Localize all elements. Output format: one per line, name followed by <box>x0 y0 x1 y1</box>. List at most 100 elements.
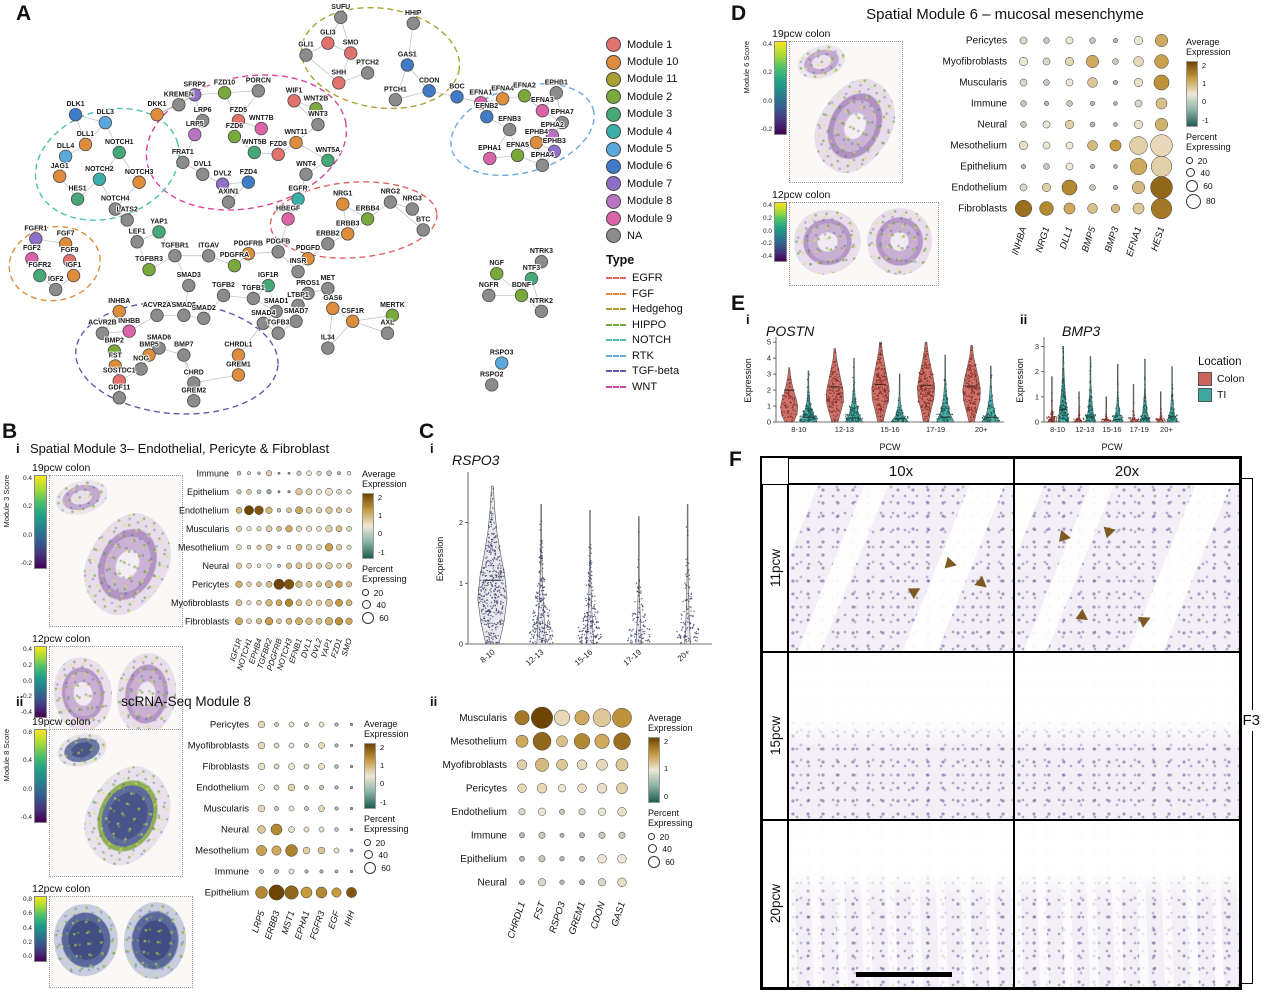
dot-cell <box>305 488 313 496</box>
spatial-image-12pcw-colon <box>49 896 193 988</box>
gene-node <box>152 341 166 355</box>
dotplot-col-label: GREM1 <box>567 901 588 937</box>
panel-c-i-index: i <box>430 441 434 456</box>
colorbar-ticks: 0.4 0.2 0.0 -0.2 <box>754 41 772 133</box>
jitter-points <box>871 342 890 423</box>
gene-label: MERTK <box>380 302 405 309</box>
dot-cell <box>276 526 282 532</box>
gene-label: GREM2 <box>181 387 206 394</box>
dot-cell <box>1113 185 1118 190</box>
expression-colorbar <box>648 736 660 803</box>
y-tick-label: 0 <box>459 640 463 649</box>
module-color-swatch <box>606 193 621 209</box>
y-tick-label: 5 <box>767 338 771 347</box>
legend-module-item: NA <box>606 227 724 244</box>
dot-cell <box>334 722 339 727</box>
colorbar-tick: 0.4 <box>22 757 32 765</box>
gene-label: PORCN <box>246 77 271 84</box>
y-tick-label: 0 <box>767 418 771 427</box>
dot-cell <box>1043 79 1050 86</box>
legend-type-item: NOTCH <box>606 333 724 349</box>
gene-node <box>534 255 549 269</box>
gene-node <box>231 368 246 382</box>
gene-label: EGFR <box>288 186 307 193</box>
dotplot-row-label: Mesothelium <box>195 846 249 857</box>
gene-node <box>112 304 126 319</box>
expression-colorbar <box>364 742 376 809</box>
gene-node <box>321 36 335 50</box>
type-dash-swatch <box>606 385 626 388</box>
dotplot-row-label: Immune <box>471 830 508 841</box>
gene-node <box>344 46 358 60</box>
dot-cell <box>1090 101 1095 106</box>
gene-label: FZD5 <box>230 107 247 114</box>
dot-cell <box>236 544 242 550</box>
dot-cell <box>596 783 608 794</box>
gene-node <box>321 237 335 251</box>
dot-cell <box>519 832 525 839</box>
gene-node <box>400 58 414 72</box>
gene-node <box>33 268 47 283</box>
gene-label: FST <box>109 353 123 360</box>
gene-label: SUFU <box>331 4 350 11</box>
gene-label: WNT4 <box>296 161 316 168</box>
dotplot-col-label: EGF <box>326 909 341 930</box>
dot-cell <box>256 845 267 856</box>
gene-node <box>246 291 261 306</box>
violin-shape-all cells <box>536 504 546 645</box>
expression-colorbar-ticks: 2 1 0 -1 <box>378 492 385 557</box>
dot-cell <box>335 598 343 607</box>
panel-d-label: D <box>731 2 747 25</box>
gene-label: FRAT1 <box>172 149 194 156</box>
module-color-swatch <box>606 37 621 53</box>
percent-size-key: 20 40 60 <box>648 832 714 868</box>
dot-cell <box>305 506 313 514</box>
gene-label: NTF3 <box>523 265 540 272</box>
dot-cell <box>316 581 322 588</box>
gene-label: INHBA <box>108 298 130 305</box>
colorbar-ticks: 0.4 0.2 0.0 -0.2 -0.4 <box>754 202 772 260</box>
dot-cell <box>598 831 606 839</box>
x-tick-label: 15-16 <box>1102 425 1121 434</box>
gene-label: MET <box>321 275 336 282</box>
gene-node <box>227 129 242 144</box>
percent-size-key: 20 40 60 <box>362 588 428 624</box>
dot-cell <box>295 580 303 588</box>
x-tick-label: 8-10 <box>479 647 497 665</box>
module-label: Module 1 <box>627 38 673 51</box>
dot-cell <box>346 507 352 513</box>
histology-image-15pcw-10x <box>788 652 1014 820</box>
gene-node <box>549 86 563 100</box>
gene-node <box>341 227 355 241</box>
gene-label: RSPO3 <box>490 350 514 357</box>
colorbar-tick: 0.0 <box>762 97 772 105</box>
colorbar-tick: 0.4 <box>22 475 32 482</box>
colorbar-tick: 0.2 <box>762 214 772 222</box>
module-color-swatch <box>606 54 621 70</box>
gene-label: GDF11 <box>108 384 130 391</box>
gene-label: FZD6 <box>226 123 243 130</box>
type-dash-swatch <box>606 354 626 357</box>
gene-label: HES1 <box>68 186 86 193</box>
gene-node <box>287 94 301 108</box>
x-tick-label: 8-10 <box>1050 425 1065 434</box>
gene-node <box>66 268 81 283</box>
module-label: Module 3 <box>627 108 673 121</box>
gene-node <box>132 175 146 189</box>
gene-label: DLL4 <box>57 143 74 150</box>
dot-cell <box>1134 99 1143 108</box>
gene-label: GREM1 <box>226 361 251 368</box>
gene-label: EPHA2 <box>541 122 564 129</box>
dot-cell <box>1065 141 1074 150</box>
panel-f-label: F <box>729 448 742 471</box>
gene-node <box>271 147 285 162</box>
panel-b-label: B <box>2 420 18 443</box>
violin-svg-postn: 0 1 2 3 4 5 Expression PCW 8-10 12-13 15-16 17-19 20… <box>743 337 1004 452</box>
gene-node <box>422 84 436 98</box>
gene-node <box>534 304 549 319</box>
gene-title-postn: POSTN <box>766 323 815 339</box>
gene-label: CHRDL1 <box>224 342 252 349</box>
dot-cell <box>277 563 281 568</box>
location-label: Colon <box>1217 373 1245 385</box>
